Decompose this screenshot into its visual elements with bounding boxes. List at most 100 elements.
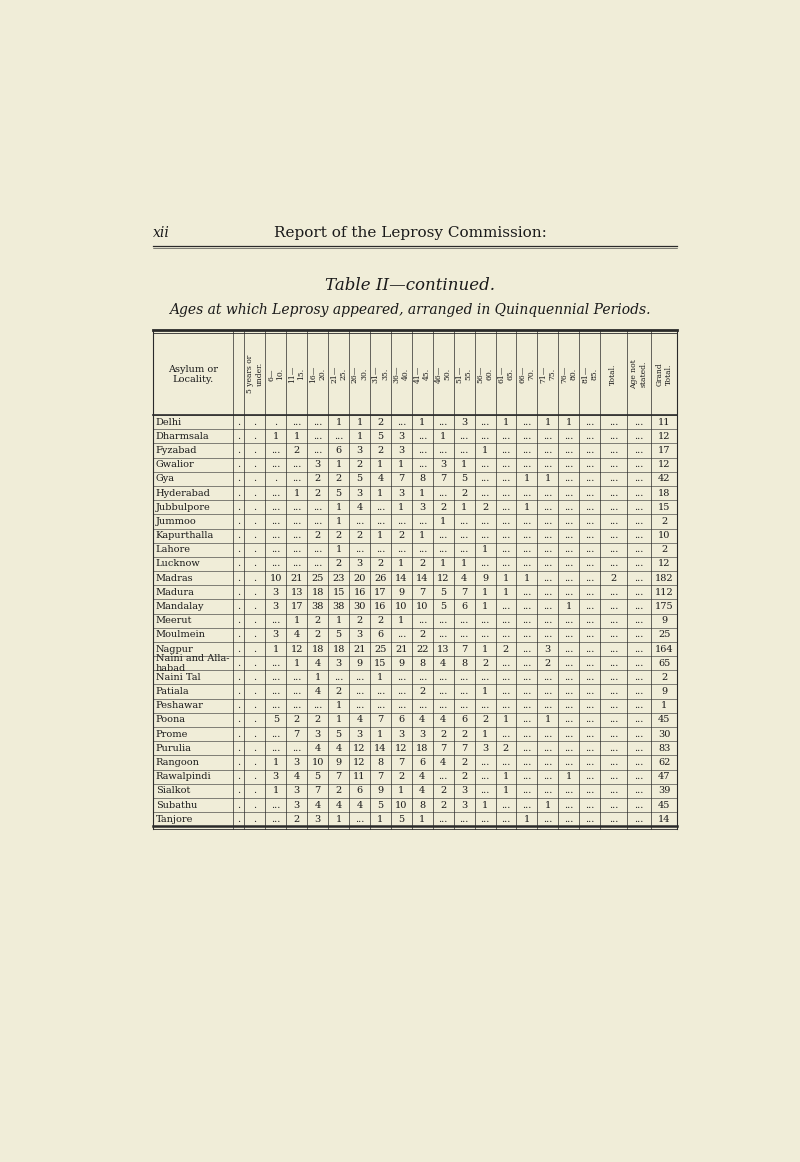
Text: ...: ...: [502, 602, 510, 611]
Text: Dharmsala: Dharmsala: [156, 432, 210, 440]
Text: ...: ...: [397, 545, 406, 554]
Text: ...: ...: [418, 701, 427, 710]
Text: 2: 2: [294, 446, 300, 456]
Text: Jummoo: Jummoo: [156, 517, 197, 526]
Text: .: .: [254, 474, 257, 483]
Text: Subathu: Subathu: [156, 801, 197, 810]
Text: 17: 17: [658, 446, 670, 456]
Text: ...: ...: [271, 460, 281, 469]
Text: ...: ...: [376, 701, 385, 710]
Text: 1: 1: [545, 801, 551, 810]
Text: ...: ...: [502, 545, 510, 554]
Text: .: .: [238, 559, 240, 568]
Text: ...: ...: [522, 517, 531, 526]
Text: Age not
stated.: Age not stated.: [630, 359, 647, 389]
Text: 2: 2: [440, 801, 446, 810]
Text: 4: 4: [314, 659, 321, 668]
Text: ...: ...: [438, 531, 448, 540]
Text: 1: 1: [482, 545, 488, 554]
Text: 3: 3: [398, 432, 405, 440]
Text: ...: ...: [522, 559, 531, 568]
Text: 5: 5: [335, 630, 342, 639]
Text: Gya: Gya: [156, 474, 175, 483]
Text: 2: 2: [461, 773, 467, 781]
Text: 36—
40.: 36— 40.: [393, 366, 410, 383]
Text: .: .: [238, 801, 240, 810]
Text: xii: xii: [153, 225, 170, 239]
Text: ...: ...: [271, 659, 281, 668]
Text: ...: ...: [634, 744, 643, 753]
Text: 12: 12: [290, 645, 303, 653]
Text: ...: ...: [634, 701, 643, 710]
Text: ...: ...: [634, 673, 643, 682]
Text: 25: 25: [658, 630, 670, 639]
Text: 2: 2: [335, 559, 342, 568]
Text: .: .: [254, 488, 257, 497]
Text: .: .: [254, 446, 257, 456]
Text: ...: ...: [271, 488, 281, 497]
Text: 4: 4: [314, 801, 321, 810]
Text: ...: ...: [585, 517, 594, 526]
Text: ...: ...: [634, 630, 643, 639]
Text: 1: 1: [335, 503, 342, 511]
Text: 51—
55.: 51— 55.: [455, 366, 473, 383]
Text: Sialkot: Sialkot: [156, 787, 190, 795]
Text: 8: 8: [461, 659, 467, 668]
Text: 1: 1: [398, 559, 405, 568]
Text: ...: ...: [564, 531, 574, 540]
Text: .: .: [238, 815, 240, 824]
Text: 3: 3: [356, 488, 362, 497]
Text: .: .: [238, 432, 240, 440]
Text: ...: ...: [564, 574, 574, 582]
Text: ...: ...: [543, 673, 553, 682]
Text: 25: 25: [311, 574, 324, 582]
Text: 38: 38: [311, 602, 324, 611]
Text: 7: 7: [461, 645, 467, 653]
Text: 1: 1: [440, 559, 446, 568]
Text: ...: ...: [585, 701, 594, 710]
Text: ...: ...: [634, 460, 643, 469]
Text: Nagpur: Nagpur: [156, 645, 194, 653]
Text: ...: ...: [585, 545, 594, 554]
Text: 6: 6: [419, 758, 426, 767]
Text: ...: ...: [397, 417, 406, 426]
Text: ...: ...: [313, 559, 322, 568]
Text: 7: 7: [335, 773, 342, 781]
Text: 1: 1: [503, 574, 509, 582]
Text: 18: 18: [416, 744, 429, 753]
Text: ...: ...: [480, 616, 490, 625]
Text: ...: ...: [522, 744, 531, 753]
Text: 6: 6: [357, 787, 362, 795]
Text: ...: ...: [271, 517, 281, 526]
Text: ...: ...: [634, 758, 643, 767]
Text: ...: ...: [271, 616, 281, 625]
Text: ...: ...: [585, 815, 594, 824]
Text: 3: 3: [294, 787, 300, 795]
Text: ...: ...: [543, 815, 553, 824]
Text: 2: 2: [610, 574, 617, 582]
Text: 4: 4: [294, 630, 300, 639]
Text: ...: ...: [292, 517, 302, 526]
Text: 1: 1: [398, 503, 405, 511]
Text: 1: 1: [378, 673, 383, 682]
Text: 112: 112: [654, 588, 674, 597]
Text: .: .: [254, 616, 257, 625]
Text: ...: ...: [502, 730, 510, 739]
Text: ...: ...: [564, 474, 574, 483]
Text: Tanjore: Tanjore: [156, 815, 193, 824]
Text: 9: 9: [357, 659, 362, 668]
Text: 8: 8: [378, 758, 383, 767]
Text: 1: 1: [378, 460, 383, 469]
Text: 3: 3: [294, 758, 300, 767]
Text: .: .: [254, 744, 257, 753]
Text: ...: ...: [564, 730, 574, 739]
Text: 164: 164: [654, 645, 674, 653]
Text: 2: 2: [335, 687, 342, 696]
Text: 5: 5: [440, 602, 446, 611]
Text: 7: 7: [461, 744, 467, 753]
Text: ...: ...: [502, 801, 510, 810]
Text: .: .: [238, 744, 240, 753]
Text: ...: ...: [480, 488, 490, 497]
Text: ...: ...: [522, 758, 531, 767]
Text: 4: 4: [440, 659, 446, 668]
